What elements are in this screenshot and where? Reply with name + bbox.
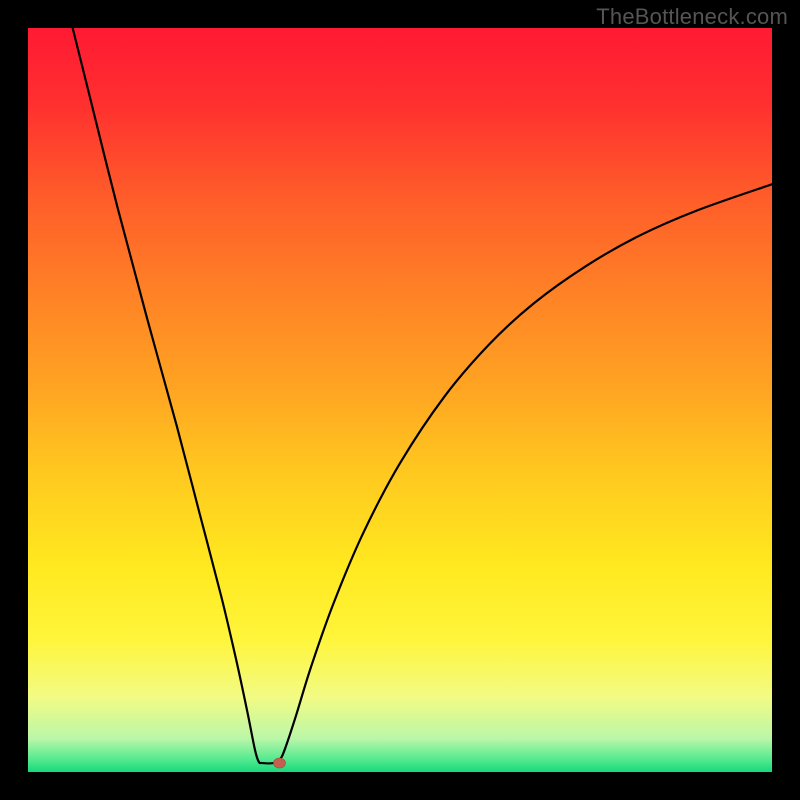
gradient-background	[28, 28, 772, 772]
optimal-point-marker	[273, 758, 285, 768]
plot-area	[28, 28, 772, 772]
chart-frame: TheBottleneck.com	[0, 0, 800, 800]
plot-svg	[28, 28, 772, 772]
watermark-text: TheBottleneck.com	[596, 4, 788, 30]
